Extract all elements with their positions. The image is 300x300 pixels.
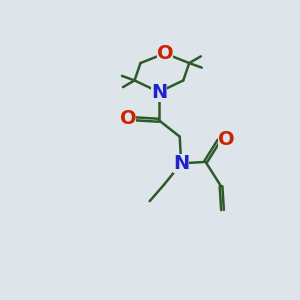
Text: N: N (173, 154, 189, 173)
Text: N: N (151, 82, 167, 101)
Text: O: O (157, 44, 173, 63)
Text: O: O (218, 130, 235, 148)
Text: O: O (120, 109, 136, 128)
